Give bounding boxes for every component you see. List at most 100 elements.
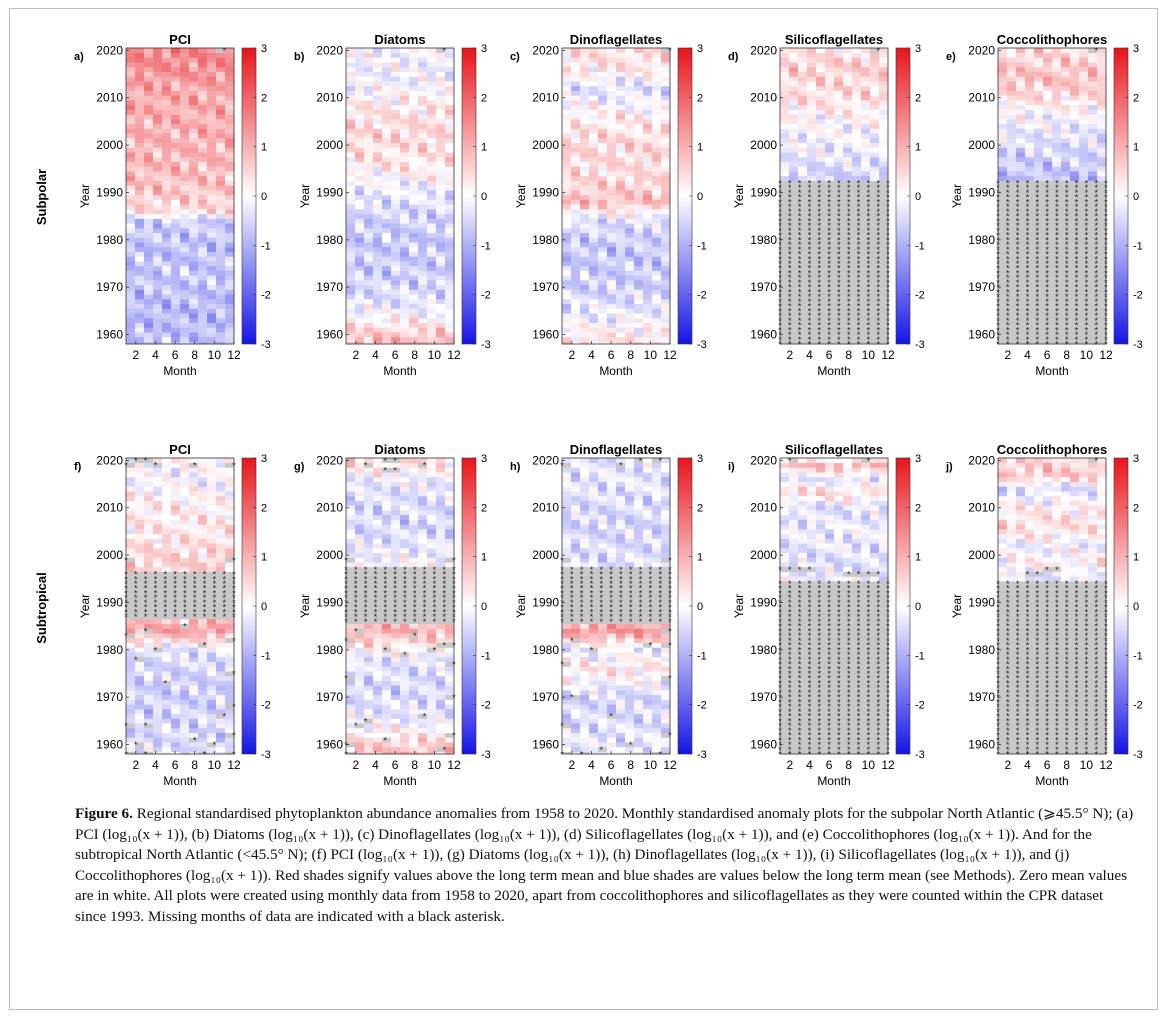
- heatmap-cell: [355, 303, 365, 309]
- heatmap-cell: [144, 85, 154, 91]
- heatmap-cell: [1016, 62, 1026, 68]
- heatmap-cell: [879, 142, 889, 148]
- heatmap-cell: [189, 52, 199, 58]
- heatmap-cell: [346, 137, 356, 144]
- heatmap-cell: [135, 180, 145, 186]
- heatmap-cell: [598, 48, 608, 54]
- heatmap-cell: [180, 246, 190, 252]
- missing-asterisk: *: [876, 207, 880, 217]
- heatmap-cell: [144, 227, 154, 234]
- heatmap-cell: [207, 119, 217, 125]
- heatmap-cell: [1070, 152, 1080, 158]
- heatmap-cell: [180, 199, 190, 205]
- heatmap-cell: [225, 147, 235, 153]
- heatmap-cell: [625, 261, 635, 267]
- heatmap-cell: [789, 109, 799, 115]
- heatmap-cell: [144, 100, 154, 106]
- heatmap-cell: [625, 81, 635, 87]
- heatmap-cell: [652, 275, 662, 281]
- heatmap-cell: [427, 190, 437, 196]
- heatmap-cell: [852, 218, 862, 224]
- heatmap-cell: [436, 256, 446, 262]
- heatmap-cell: [207, 313, 217, 319]
- heatmap-cell: [807, 185, 817, 191]
- heatmap-cell: [418, 128, 428, 134]
- heatmap-cell: [216, 270, 226, 276]
- heatmap-cell: [225, 209, 235, 215]
- heatmap-cell: [364, 57, 374, 63]
- heatmap-cell: [580, 327, 590, 333]
- heatmap-cell: [418, 57, 428, 63]
- heatmap-cell: [427, 76, 437, 82]
- heatmap-cell: [346, 251, 356, 257]
- heatmap-cell: [607, 322, 617, 328]
- heatmap-cell: [427, 52, 437, 58]
- heatmap-cell: [382, 336, 392, 342]
- heatmap-cell: [126, 704, 136, 710]
- heatmap-cell: [373, 185, 383, 191]
- heatmap-cell: [852, 161, 862, 167]
- heatmap-cell: [589, 166, 599, 172]
- heatmap-cell: [598, 265, 608, 271]
- heatmap-cell: [843, 185, 853, 191]
- heatmap-cell: [562, 66, 572, 72]
- heatmap-cell: [607, 100, 617, 106]
- heatmap-cell: [400, 317, 410, 323]
- heatmap-cell: [643, 156, 653, 162]
- missing-asterisk: *: [876, 197, 880, 207]
- heatmap-cell: [207, 322, 217, 328]
- heatmap-cell: [445, 204, 455, 210]
- heatmap-cell: [580, 256, 590, 262]
- heatmap-cell: [373, 48, 383, 54]
- heatmap-cell: [1079, 119, 1089, 125]
- heatmap-cell: [634, 322, 644, 328]
- heatmap-cell: [861, 119, 871, 125]
- heatmap-cell: [607, 152, 617, 158]
- heatmap-cell: [382, 137, 392, 144]
- heatmap-cell: [661, 332, 671, 338]
- heatmap-cell: [616, 194, 626, 200]
- heatmap-cell: [355, 66, 365, 72]
- heatmap-cell: [153, 114, 163, 120]
- heatmap-cell: [135, 270, 145, 276]
- heatmap-cell: [400, 261, 410, 267]
- heatmap-cell: [382, 242, 392, 248]
- heatmap-cell: [198, 294, 208, 300]
- heatmap-cell: [852, 246, 862, 252]
- heatmap-cell: [1061, 66, 1071, 72]
- heatmap-cell: [861, 95, 871, 101]
- heatmap-cell: [171, 232, 181, 238]
- heatmap-cell: [807, 284, 817, 290]
- heatmap-cell: [355, 327, 365, 333]
- heatmap-cell: [589, 71, 599, 77]
- heatmap-cell: [427, 100, 437, 106]
- heatmap-cell: [391, 275, 401, 281]
- heatmap-cell: [798, 161, 808, 167]
- colorbar-tick-label: -2: [915, 290, 925, 302]
- heatmap-cell: [834, 123, 844, 129]
- y-axis-label: Year: [950, 184, 964, 208]
- heatmap-cell: [816, 123, 826, 129]
- heatmap-cell: [825, 227, 835, 234]
- panel-letter: e): [946, 51, 956, 63]
- plot-frame: [779, 47, 889, 345]
- heatmap-cell: [571, 199, 581, 205]
- heatmap-cell: [153, 313, 163, 319]
- heatmap-cell: [562, 336, 572, 342]
- missing-asterisk: *: [847, 330, 851, 340]
- heatmap-cell: [625, 166, 635, 172]
- missing-asterisk: *: [837, 231, 841, 241]
- heatmap-cell: [870, 327, 880, 333]
- heatmap-cell: [798, 280, 808, 286]
- colorbar-tick-label: 3: [1133, 43, 1139, 55]
- heatmap-cell: [382, 227, 392, 234]
- heatmap-cell: [171, 166, 181, 172]
- heatmap-cell: [1043, 152, 1053, 158]
- missing-asterisk: *: [847, 221, 851, 231]
- heatmap-cell: [135, 256, 145, 262]
- missing-asterisk: *: [867, 302, 871, 312]
- heatmap-cell: [789, 246, 799, 252]
- heatmap-cell: [580, 152, 590, 158]
- heatmap-cell: [198, 232, 208, 238]
- heatmap-cell: [445, 322, 455, 328]
